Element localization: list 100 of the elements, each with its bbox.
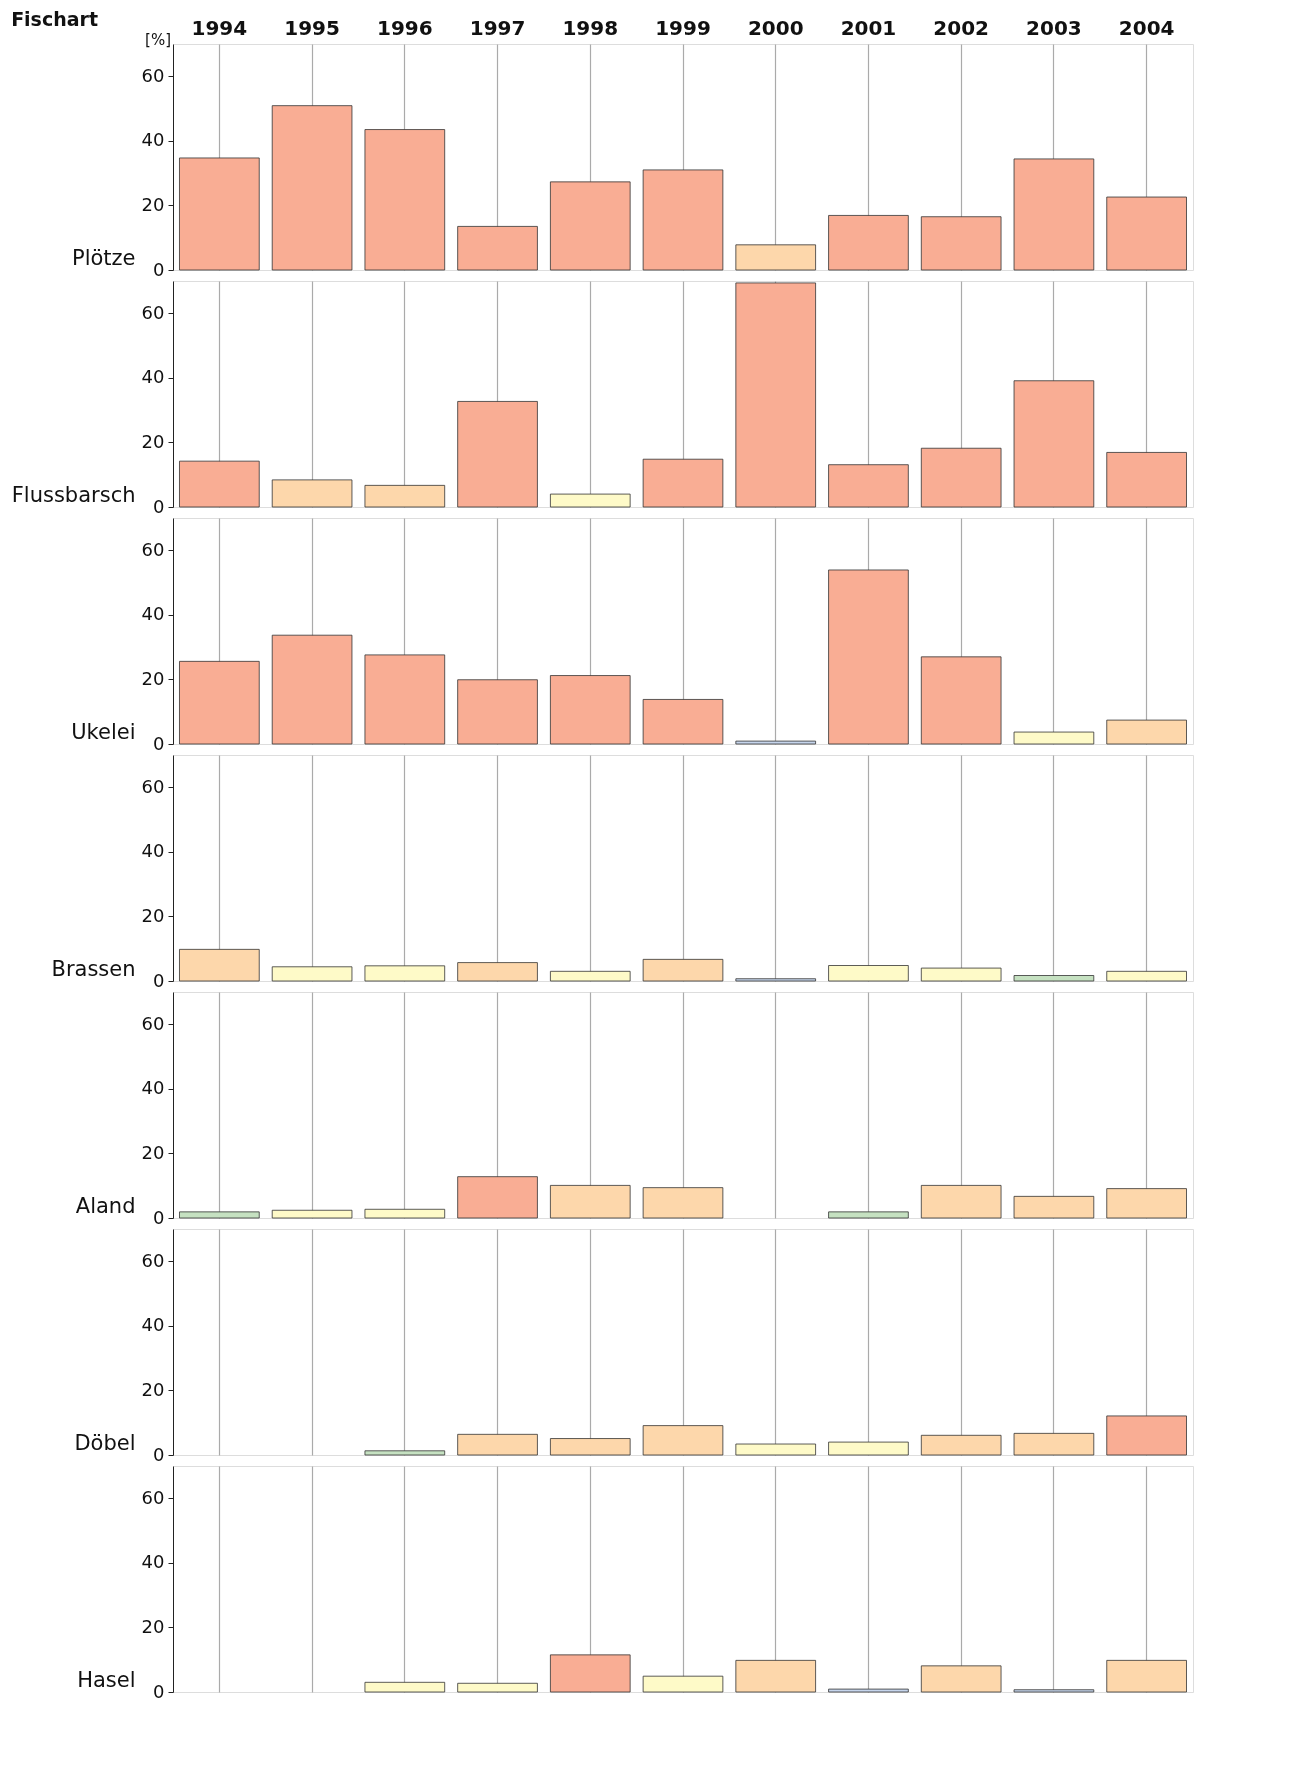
bar [550,493,631,508]
bar [1106,970,1187,982]
bar [550,675,631,745]
bar [828,464,909,508]
x-tick-label: 1998 [562,15,619,40]
text: [%] [145,31,171,49]
y-tick-label: 40 [141,1077,165,1099]
bar [1106,1659,1187,1693]
bar [457,401,538,508]
y-axis-title: Brassen [51,956,136,981]
y-tick-label: 20 [141,667,165,689]
bar [364,1450,446,1456]
y-tick-label: 60 [141,301,165,323]
y-tick-label: 0 [153,495,165,517]
bar [364,654,446,745]
bar [642,699,724,745]
y-tick-label: 60 [141,1012,165,1034]
y-tick-label: 40 [141,840,165,862]
y-tick-label: 40 [141,1551,165,1573]
bar [828,1688,909,1693]
y-tick-label: 40 [141,366,165,388]
bar [735,740,816,745]
bar [550,1654,631,1693]
y-tick-label: 60 [141,775,165,797]
x-tick-label: 2000 [747,15,804,40]
bar [457,679,538,745]
bar [550,1438,631,1456]
bar [642,1187,724,1219]
y-axis-title: Flussbarsch [11,482,136,507]
x-tick-label: 1995 [284,15,340,40]
bar [642,1425,724,1456]
bar [735,282,816,508]
bar [550,181,631,271]
x-tick-label: 1997 [469,15,526,40]
bar [1013,1195,1095,1219]
bar [1106,1415,1187,1456]
bar [1106,719,1187,745]
y-tick-label: 60 [141,64,165,86]
bar [642,1675,724,1693]
bar [457,1682,538,1693]
bar [1013,1689,1095,1693]
y-tick-label: 40 [141,603,165,625]
y-tick-label: 60 [141,538,165,560]
x-tick-label: 1999 [655,15,711,40]
bar [642,958,724,982]
bar [550,970,631,982]
bar [920,967,1002,982]
y-tick-label: 0 [153,1680,165,1702]
y-tick-label: 20 [141,1141,165,1163]
y-tick-label: 0 [153,1206,165,1228]
bar [457,1176,538,1219]
bar [457,962,538,982]
bar [828,1441,909,1456]
bar [828,965,909,982]
bar [920,1665,1002,1693]
bar [457,1433,538,1456]
bar [271,1209,353,1219]
y-tick-label: 60 [141,1249,165,1271]
bar [179,157,260,271]
y-axis-title: Hasel [77,1667,136,1692]
bar [920,1184,1002,1219]
bar [179,1211,260,1219]
bar [828,1211,909,1219]
bar [642,458,724,508]
bar [828,215,909,271]
bar [1106,452,1187,508]
y-tick-label: 0 [153,258,165,280]
bar [1013,731,1095,745]
bar [271,479,353,508]
text: Fischart [11,8,98,30]
x-tick-label: 2003 [1026,15,1082,40]
bar [1013,975,1095,982]
bar [271,634,353,745]
y-tick-label: 40 [141,129,165,151]
bar [735,1659,816,1693]
y-tick-label: 0 [153,969,165,991]
y-axis-title: Döbel [74,1430,136,1455]
bar [550,1184,631,1219]
bar [920,216,1002,271]
bar [642,169,724,271]
x-tick-label: 2004 [1118,15,1175,40]
y-tick-label: 20 [141,904,165,926]
bar [179,460,260,508]
y-axis-title: Aland [75,1193,136,1218]
bar [1013,380,1095,508]
y-tick-label: 40 [141,1314,165,1336]
bar [364,1681,446,1693]
bar [735,1443,816,1456]
y-tick-label: 20 [141,193,165,215]
bar [364,484,446,508]
x-tick-label: 2001 [840,15,897,40]
y-tick-label: 60 [141,1486,165,1508]
y-tick-label: 20 [141,1615,165,1637]
bar [735,244,816,271]
x-tick-label: 1996 [376,15,433,40]
y-tick-label: 0 [153,1443,165,1465]
bar [364,965,446,982]
bar [271,105,353,271]
bar [828,569,909,745]
bar [920,1434,1002,1456]
